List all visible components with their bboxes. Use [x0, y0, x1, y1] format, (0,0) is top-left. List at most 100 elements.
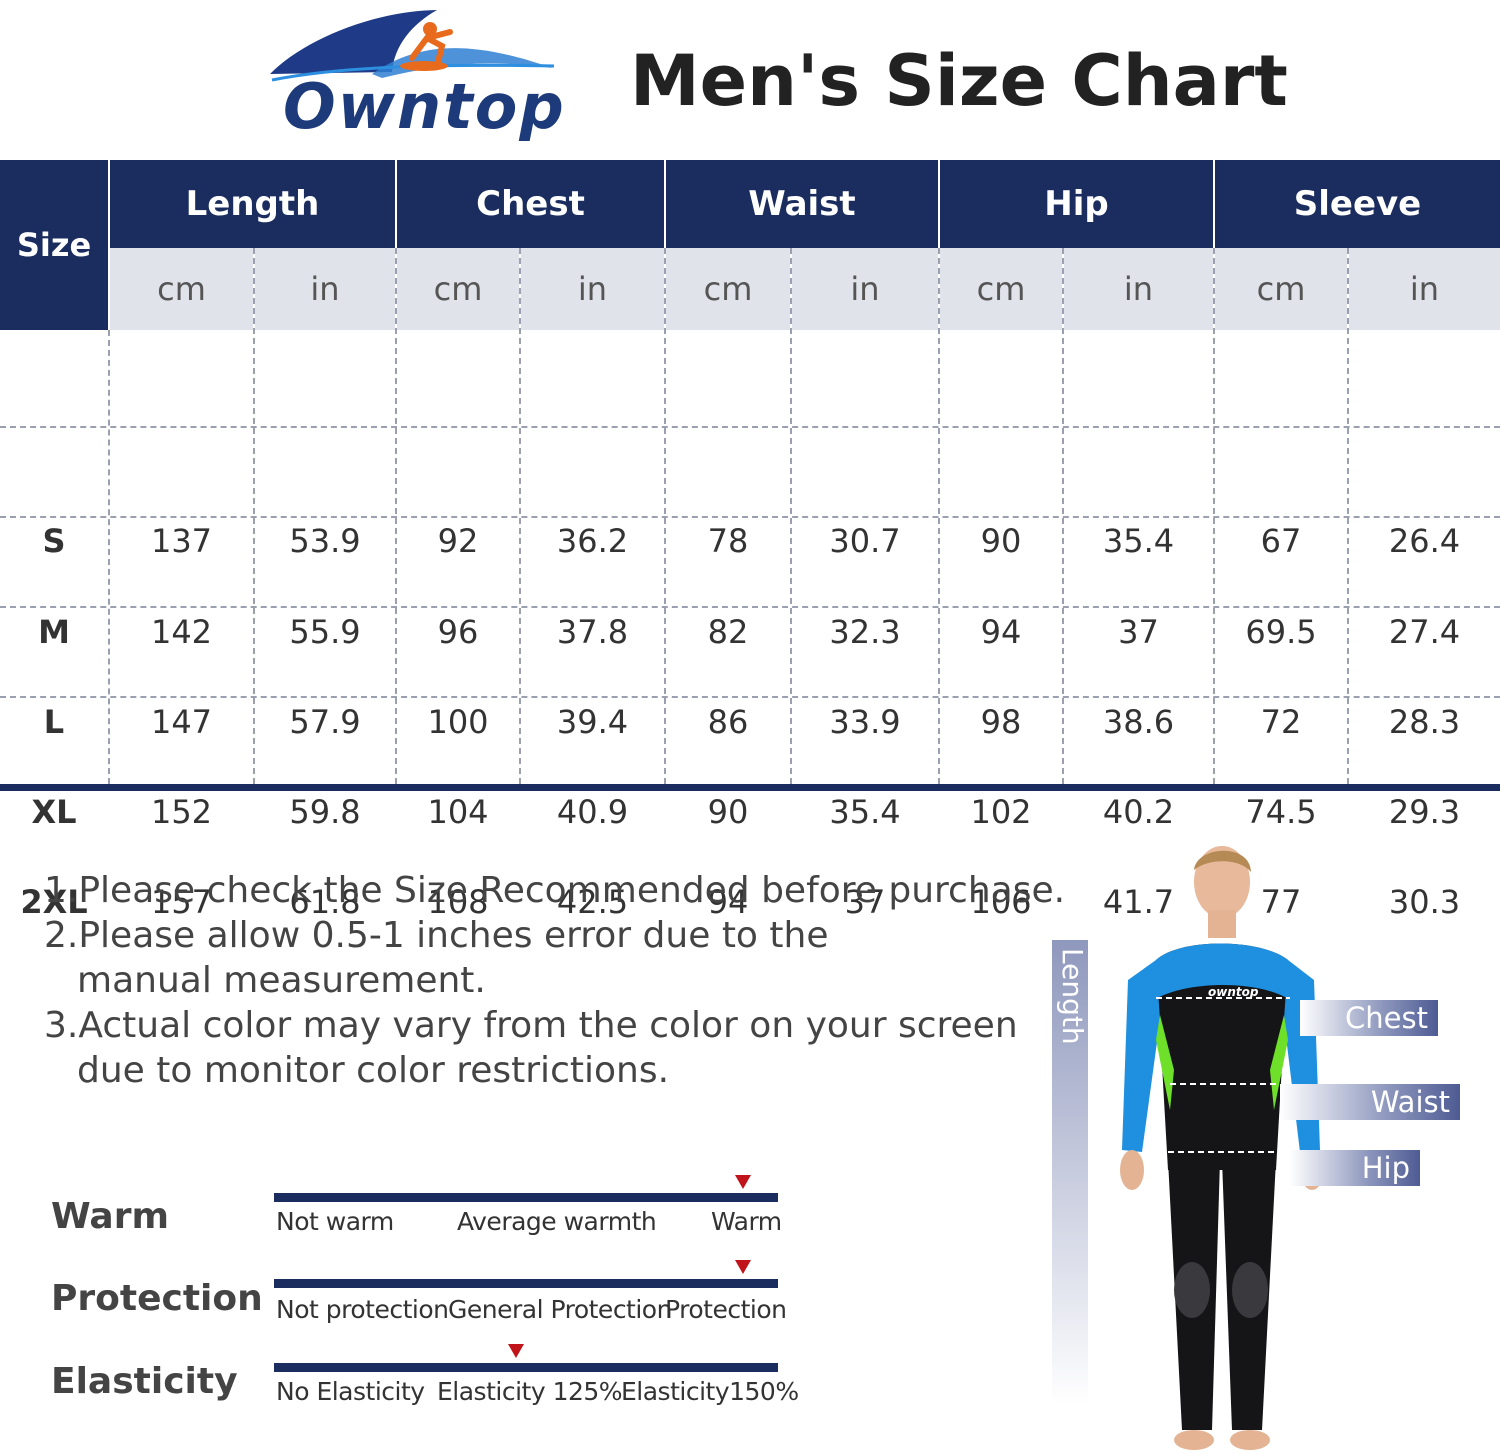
- value-cell: 33.9: [829, 703, 901, 741]
- row-divider: [0, 606, 1500, 608]
- header-chest: Chest: [397, 160, 664, 248]
- value-cell: 30.7: [829, 522, 901, 560]
- value-cell: 26.4: [1388, 522, 1461, 560]
- value-cell: 38.6: [1102, 703, 1175, 741]
- header-waist: Waist: [666, 160, 938, 248]
- value-cell: 78: [707, 522, 749, 560]
- column-divider: [664, 248, 666, 784]
- value-cell: 57.9: [289, 703, 361, 741]
- rating-scale-low: No Elasticity: [276, 1377, 425, 1406]
- column-divider: [938, 160, 940, 248]
- note-text-continued: due to monitor color restrictions.: [77, 1050, 670, 1091]
- value-cell: 40.2: [1102, 793, 1175, 831]
- note-item: 3.Actual color may vary from the color o…: [44, 1003, 1065, 1093]
- rating-scale-high: Warm: [711, 1207, 782, 1236]
- column-divider: [1213, 248, 1215, 784]
- rating-label-elasticity: Elasticity: [51, 1361, 238, 1402]
- rating-marker-icon: [507, 1344, 524, 1358]
- rating-label-warm: Warm: [51, 1196, 169, 1237]
- value-cell: 142: [150, 613, 213, 651]
- column-divider: [790, 248, 792, 784]
- value-cell: 37.8: [556, 613, 629, 651]
- rating-scale-high: Elasticity150%: [621, 1377, 799, 1406]
- note-item: 2.Please allow 0.5-1 inches error due to…: [44, 913, 1065, 1003]
- chest-measure-tag: Chest: [1300, 1000, 1438, 1036]
- value-cell: 61.8: [289, 883, 361, 921]
- value-cell: 41.7: [1102, 883, 1175, 921]
- value-cell: 67: [1260, 522, 1302, 560]
- value-cell: 36.2: [556, 522, 629, 560]
- wetsuit-model-image: owntop: [1120, 846, 1324, 1450]
- value-cell: 30.3: [1388, 883, 1461, 921]
- value-cell: 42.5: [556, 883, 629, 921]
- table-row: M 142 55.9 96 37.8 82 32.3 94 37 69.5 27…: [0, 587, 1500, 677]
- value-cell: 137: [150, 522, 213, 560]
- value-cell: 27.4: [1388, 613, 1461, 651]
- value-cell: 35.4: [1102, 522, 1175, 560]
- suit-logo-text: owntop: [1208, 985, 1259, 999]
- table-row: 2XL 157 61.8 108 42.5 94 37 106 41.7 77 …: [0, 857, 1500, 947]
- row-divider: [0, 426, 1500, 428]
- column-divider: [938, 248, 940, 784]
- unit-header: cm: [666, 248, 790, 330]
- notes-list: 1.Please check the Size Recommended befo…: [44, 868, 1065, 1093]
- column-divider: [253, 248, 255, 784]
- unit-header: in: [792, 248, 938, 330]
- value-cell: 35.4: [829, 793, 901, 831]
- size-column-header: Size: [0, 160, 108, 330]
- rating-bar-protection: [274, 1279, 778, 1288]
- unit-header: cm: [1215, 248, 1347, 330]
- value-cell: 100: [427, 703, 489, 741]
- value-cell: 147: [150, 703, 213, 741]
- rating-bar-warm: [274, 1193, 778, 1202]
- column-divider: [1213, 160, 1215, 248]
- hip-measure-tag: Hip: [1290, 1150, 1420, 1186]
- header-sleeve: Sleeve: [1215, 160, 1500, 248]
- rating-scale-high: Protection: [665, 1295, 787, 1324]
- value-cell: 86: [707, 703, 749, 741]
- page-title: Men's Size Chart: [630, 40, 1288, 122]
- value-cell: 55.9: [289, 613, 361, 651]
- column-divider: [1062, 248, 1064, 784]
- value-cell: 96: [437, 613, 479, 651]
- unit-header: cm: [110, 248, 253, 330]
- unit-header: in: [521, 248, 664, 330]
- unit-header: in: [255, 248, 395, 330]
- value-cell: 37: [1118, 613, 1159, 651]
- rating-scale-low: Not warm: [276, 1207, 394, 1236]
- rating-marker-icon: [734, 1175, 751, 1189]
- value-cell: 157: [150, 883, 213, 921]
- value-cell: 82: [707, 613, 749, 651]
- table-row: XL 152 59.8 104 40.9 90 35.4 102 40.2 74…: [0, 767, 1500, 857]
- unit-header: in: [1349, 248, 1500, 330]
- rating-label-protection: Protection: [51, 1278, 263, 1319]
- size-cell: L: [43, 703, 65, 741]
- value-cell: 40.9: [556, 793, 629, 831]
- value-cell: 28.3: [1388, 703, 1461, 741]
- rating-bar-elasticity: [274, 1363, 778, 1372]
- row-divider: [0, 696, 1500, 698]
- row-divider: [0, 516, 1500, 518]
- waist-measure-tag: Waist: [1280, 1084, 1460, 1120]
- header-hip: Hip: [940, 160, 1213, 248]
- rating-scale-mid: Elasticity 125%: [437, 1377, 623, 1406]
- table-row: L 147 57.9 100 39.4 86 33.9 98 38.6 72 2…: [0, 677, 1500, 767]
- value-cell: 74.5: [1245, 793, 1317, 831]
- column-divider: [395, 248, 397, 784]
- value-cell: 108: [427, 883, 489, 921]
- size-cell: S: [42, 522, 66, 560]
- value-cell: 102: [970, 793, 1032, 831]
- rating-scale-mid: General Protection: [448, 1295, 672, 1324]
- owntop-logo-wave: [270, 10, 555, 82]
- column-divider: [108, 160, 110, 330]
- value-cell: 104: [427, 793, 489, 831]
- size-cell: 2XL: [20, 883, 88, 921]
- note-text: 2.Please allow 0.5-1 inches error due to…: [44, 915, 829, 956]
- table-bottom-border: [0, 784, 1500, 791]
- column-divider: [108, 330, 110, 784]
- value-cell: 39.4: [556, 703, 629, 741]
- value-cell: 72: [1260, 703, 1302, 741]
- header-length: Length: [110, 160, 395, 248]
- rating-scale-low: Not protection: [276, 1295, 449, 1324]
- size-cell: XL: [31, 793, 77, 831]
